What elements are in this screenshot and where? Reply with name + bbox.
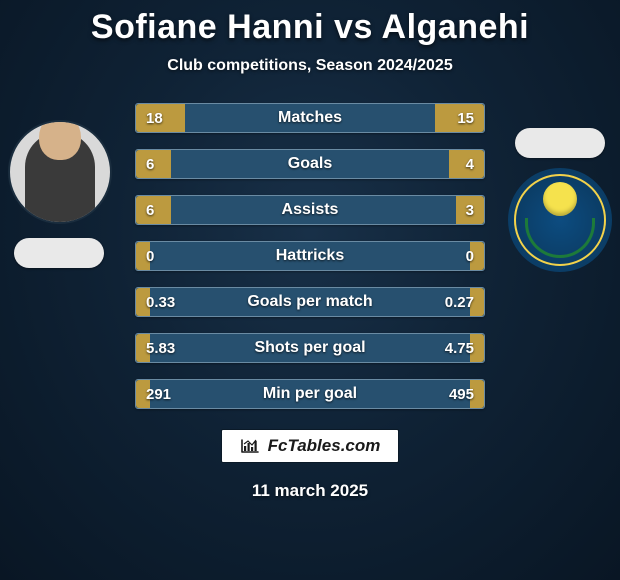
stat-label: Shots per goal xyxy=(136,339,484,357)
stat-row: 64Goals xyxy=(135,149,485,179)
stat-fill-left xyxy=(136,288,150,316)
club-badge-inner xyxy=(514,174,606,266)
stat-row: 291495Min per goal xyxy=(135,379,485,409)
stat-fill-left xyxy=(136,334,150,362)
stat-fill-right xyxy=(470,288,484,316)
stat-fill-right xyxy=(435,104,484,132)
stat-row: 5.834.75Shots per goal xyxy=(135,333,485,363)
stat-fill-right xyxy=(470,380,484,408)
stat-label: Matches xyxy=(136,109,484,127)
stat-label: Hattricks xyxy=(136,247,484,265)
stat-fill-right xyxy=(449,150,484,178)
club-laurel-icon xyxy=(525,218,595,258)
subtitle: Club competitions, Season 2024/2025 xyxy=(167,57,452,75)
stat-value-left: 5.83 xyxy=(146,340,175,357)
chart-icon xyxy=(240,438,260,454)
player-left-avatar xyxy=(8,120,112,224)
stat-fill-left xyxy=(136,104,185,132)
stat-row: 1815Matches xyxy=(135,103,485,133)
player-left-flag xyxy=(14,238,104,268)
stat-fill-left xyxy=(136,150,171,178)
stat-fill-left xyxy=(136,380,150,408)
stat-row: 00Hattricks xyxy=(135,241,485,271)
stat-label: Goals xyxy=(136,155,484,173)
stat-label: Assists xyxy=(136,201,484,219)
footer-brand-badge[interactable]: FcTables.com xyxy=(221,429,400,463)
player-right-flag xyxy=(515,128,605,158)
page-title: Sofiane Hanni vs Alganehi xyxy=(91,8,529,47)
stat-fill-right xyxy=(470,334,484,362)
stat-row: 63Assists xyxy=(135,195,485,225)
stat-row: 0.330.27Goals per match xyxy=(135,287,485,317)
stat-label: Goals per match xyxy=(136,293,484,311)
stat-fill-left xyxy=(136,242,150,270)
stat-fill-right xyxy=(470,242,484,270)
stats-bars: 1815Matches 64Goals 63Assists 00Hattricks 0.… xyxy=(135,103,485,409)
player-right-block xyxy=(508,128,612,272)
stat-fill-left xyxy=(136,196,171,224)
stat-value-left: 0.33 xyxy=(146,294,175,311)
stat-fill-right xyxy=(456,196,484,224)
date-text: 11 march 2025 xyxy=(252,481,368,501)
player-silhouette-icon xyxy=(25,132,95,222)
player-left-block xyxy=(8,120,112,268)
stat-label: Min per goal xyxy=(136,385,484,403)
club-ball-icon xyxy=(543,182,577,216)
footer-brand-text: FcTables.com xyxy=(268,436,381,456)
player-right-club-badge xyxy=(508,168,612,272)
